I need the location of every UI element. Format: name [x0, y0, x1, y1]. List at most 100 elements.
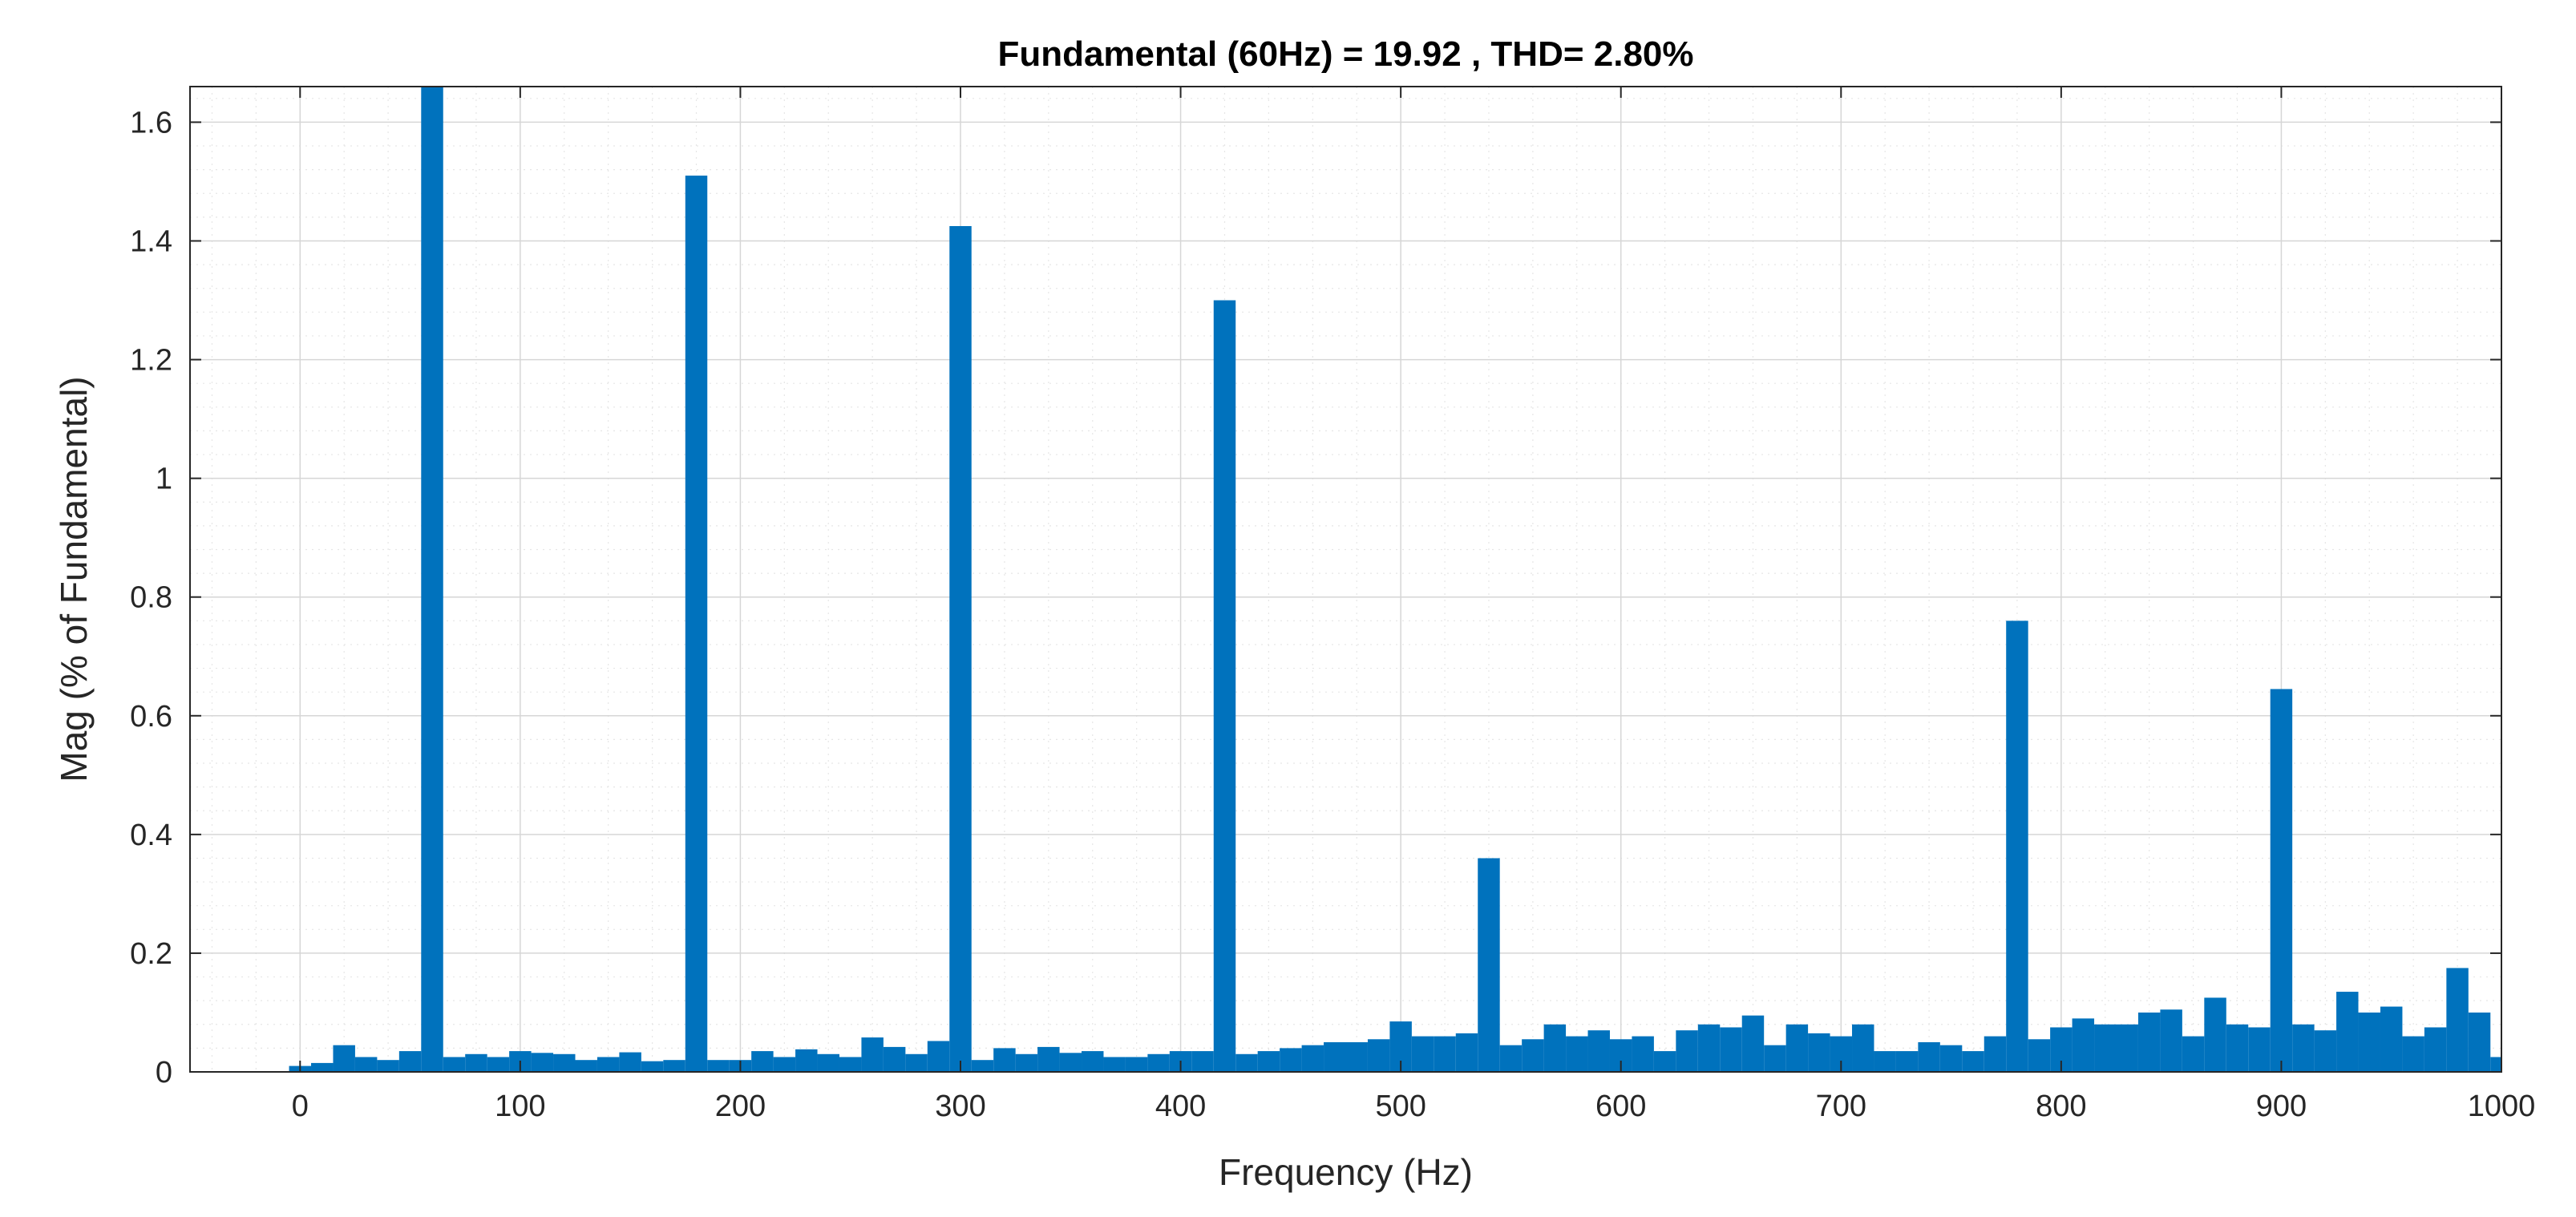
bar: [1543, 1024, 1567, 1072]
bar: [1125, 1057, 1148, 1072]
bar: [2380, 1006, 2403, 1072]
bar: [883, 1046, 906, 1072]
x-tick-label: 200: [715, 1090, 766, 1123]
bar: [817, 1053, 839, 1072]
bar: [993, 1048, 1016, 1072]
bar: [2137, 1012, 2161, 1072]
y-tick-label: 1.2: [130, 344, 172, 378]
bar: [2292, 1024, 2315, 1072]
bar: [1499, 1045, 1523, 1072]
bar: [839, 1057, 862, 1072]
bar: [707, 1060, 730, 1072]
bar: [2248, 1027, 2271, 1072]
bar: [1566, 1036, 1588, 1072]
x-tick-label: 500: [1375, 1090, 1425, 1123]
bar: [619, 1052, 641, 1072]
x-tick-label: 800: [2036, 1090, 2086, 1123]
bar: [2424, 1027, 2447, 1072]
bar: [1147, 1053, 1170, 1072]
y-tick-label: 0.2: [130, 937, 172, 971]
bar: [2468, 1012, 2491, 1072]
bar: [861, 1037, 884, 1072]
bar: [596, 1057, 620, 1072]
bar: [2028, 1039, 2051, 1072]
bar: [2226, 1024, 2249, 1072]
y-axis-label: Mag (% of Fundamental): [53, 376, 95, 782]
x-axis-label: Frequency (Hz): [1219, 1151, 1473, 1193]
bar: [795, 1049, 818, 1072]
bar: [1103, 1057, 1126, 1072]
bar: [641, 1061, 664, 1072]
bar: [927, 1041, 950, 1072]
bar: [1852, 1024, 1874, 1072]
y-tick-label: 1: [156, 463, 172, 496]
bar: [1676, 1030, 1698, 1072]
bar: [2490, 1057, 2501, 1072]
bar: [663, 1060, 685, 1072]
bar: [1301, 1045, 1324, 1072]
bar: [1632, 1036, 1654, 1072]
bar: [531, 1053, 554, 1072]
bar: [2204, 997, 2226, 1072]
bar: [1037, 1046, 1060, 1072]
bar: [1191, 1051, 1214, 1072]
plot-frame: [189, 86, 2502, 1073]
x-tick-label: 100: [495, 1090, 545, 1123]
y-tick-label: 1.4: [130, 224, 172, 258]
bar: [685, 176, 708, 1072]
bar: [1741, 1015, 1765, 1072]
bar: [971, 1060, 994, 1072]
bar: [1962, 1051, 1984, 1072]
bar: [398, 1051, 422, 1072]
y-tick-label: 0: [156, 1056, 172, 1090]
bar: [1411, 1036, 1434, 1072]
x-tick-label: 400: [1155, 1090, 1206, 1123]
bar: [1720, 1027, 1742, 1072]
bar: [773, 1057, 796, 1072]
bar: [2446, 968, 2469, 1072]
bar: [2160, 1009, 2182, 1072]
y-tick-label: 0.6: [130, 700, 172, 734]
bar: [1984, 1036, 2007, 1072]
bar: [421, 87, 443, 1072]
bar: [553, 1053, 576, 1072]
bar: [1455, 1033, 1478, 1072]
axis-ticks: [190, 87, 2502, 1073]
bar: [465, 1053, 487, 1072]
bar: [1235, 1053, 1258, 1072]
bar: [1345, 1041, 1368, 1072]
bar: [751, 1051, 774, 1072]
bar: [2182, 1036, 2205, 1072]
bar: [2270, 689, 2293, 1072]
bar: [1895, 1051, 1919, 1072]
bar: [1059, 1053, 1082, 1072]
bar: [1082, 1051, 1104, 1072]
bar: [905, 1053, 928, 1072]
bar: [311, 1062, 334, 1072]
bar: [575, 1060, 597, 1072]
bar: [2336, 992, 2359, 1072]
bar: [377, 1060, 399, 1072]
x-tick-label: 700: [1816, 1090, 1866, 1123]
bar: [1587, 1030, 1610, 1072]
x-tick-label: 0: [292, 1090, 309, 1123]
chart-title: Fundamental (60Hz) = 19.92 , THD= 2.80%: [997, 34, 1693, 74]
bar: [2402, 1036, 2424, 1072]
bar: [487, 1057, 510, 1072]
bar: [1280, 1048, 1302, 1072]
bar: [2116, 1024, 2138, 1072]
x-tick-label: 1000: [2468, 1090, 2536, 1123]
bar: [2072, 1018, 2095, 1072]
bar: [1808, 1033, 1830, 1072]
y-tick-label: 1.6: [130, 106, 172, 139]
bar: [1522, 1039, 1544, 1072]
bars: [289, 87, 2501, 1072]
y-tick-label: 0.8: [130, 581, 172, 615]
bar: [1257, 1051, 1280, 1072]
bar: [2094, 1024, 2117, 1072]
bar: [1367, 1039, 1390, 1072]
x-tick-label: 900: [2256, 1090, 2307, 1123]
